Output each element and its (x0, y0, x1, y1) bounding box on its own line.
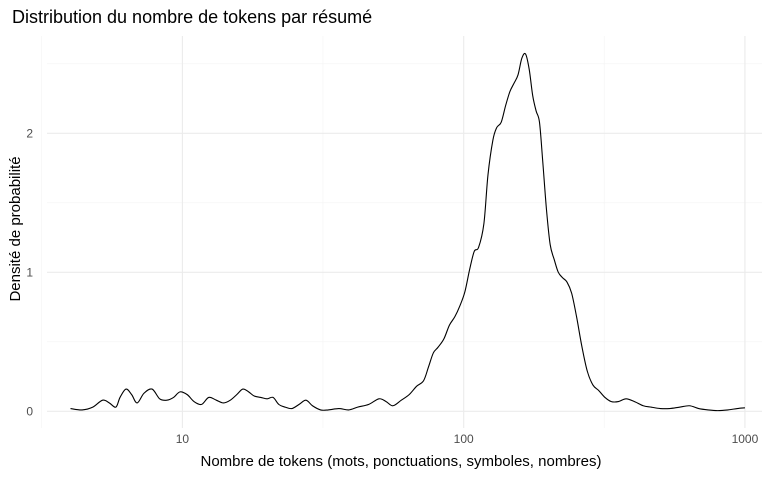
chart-title: Distribution du nombre de tokens par rés… (12, 7, 372, 27)
y-axis-ticks: 0 1 2 (26, 126, 33, 418)
x-tick-label: 1000 (732, 432, 759, 446)
gridlines (41, 36, 762, 428)
x-tick-label: 10 (176, 432, 190, 446)
y-tick-label: 2 (26, 126, 33, 140)
x-axis-ticks: 10 100 1000 (176, 432, 759, 446)
y-tick-label: 1 (26, 265, 33, 279)
x-tick-label: 100 (454, 432, 474, 446)
x-axis-label: Nombre de tokens (mots, ponctuations, sy… (200, 453, 601, 470)
y-axis-label: Densité de probabilité (7, 156, 24, 301)
density-curve (70, 52, 745, 412)
y-tick-label: 0 (26, 404, 33, 418)
